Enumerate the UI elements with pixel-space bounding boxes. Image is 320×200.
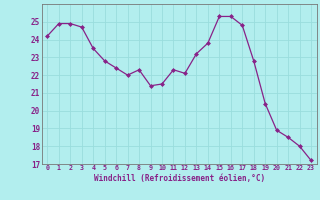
X-axis label: Windchill (Refroidissement éolien,°C): Windchill (Refroidissement éolien,°C): [94, 174, 265, 183]
